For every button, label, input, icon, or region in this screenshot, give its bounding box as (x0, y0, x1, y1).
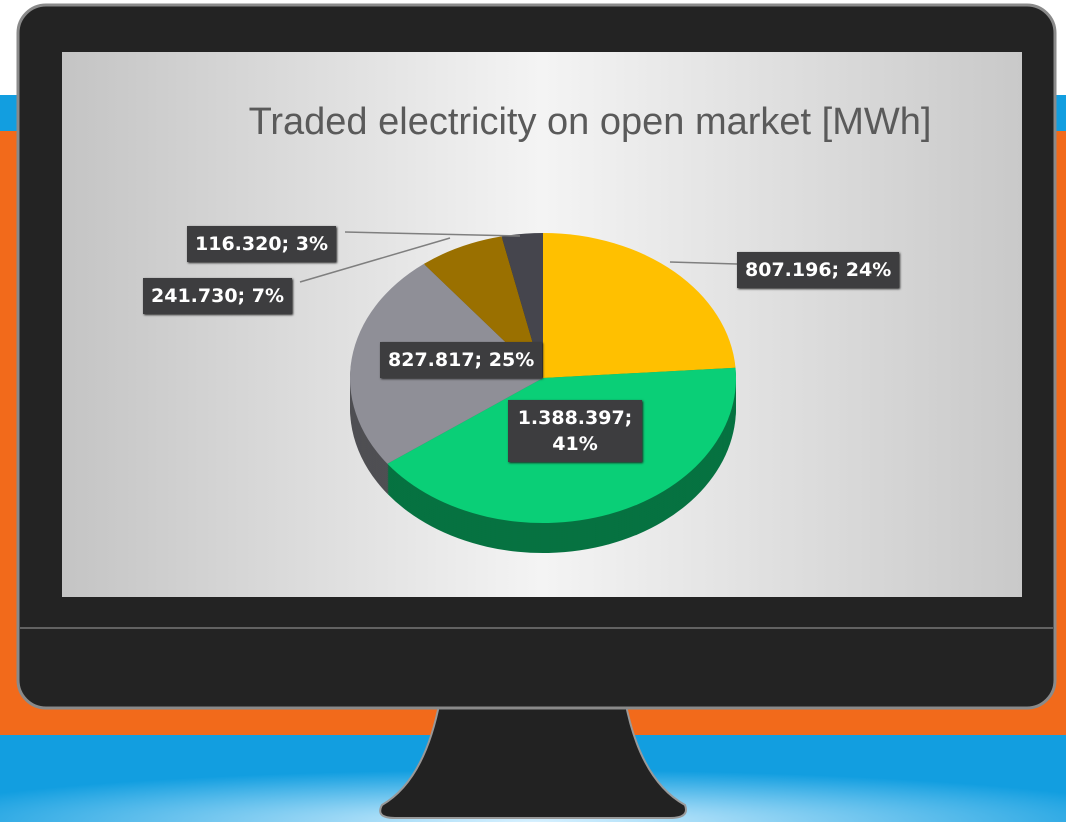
pie (350, 233, 737, 553)
data-label: 1.388.397; 41% (508, 400, 642, 462)
leader-line (669, 261, 738, 265)
data-label: 116.320; 3% (187, 226, 337, 262)
data-label: 827.817; 25% (380, 342, 543, 378)
leader-line (344, 231, 521, 237)
slice (543, 233, 736, 378)
slice (501, 233, 543, 378)
chart-title: Traded electricity on open market [MWh] (248, 101, 932, 143)
leader-line (299, 237, 451, 283)
data-label: 807.196; 24% (737, 252, 900, 288)
stand (379, 699, 687, 819)
data-label: 241.730; 7% (143, 278, 293, 314)
